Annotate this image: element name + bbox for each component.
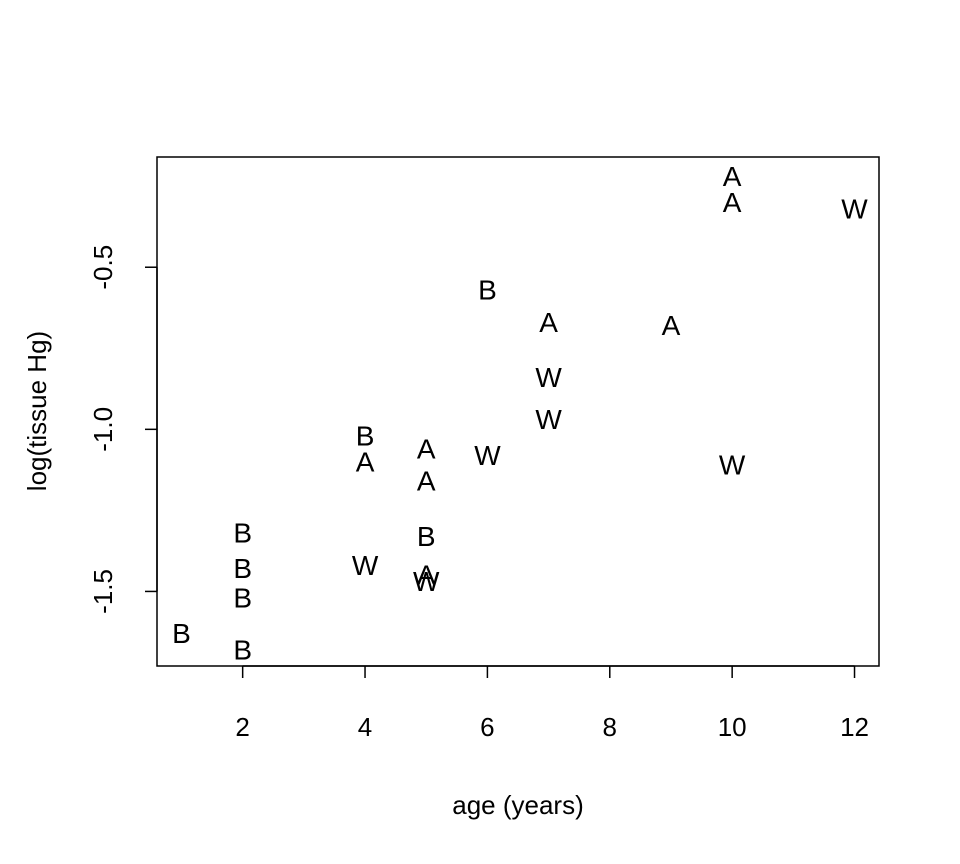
- y-tick-label: -0.5: [88, 245, 118, 290]
- data-point: W: [474, 440, 501, 471]
- data-point: A: [662, 310, 681, 341]
- x-tick-label: 4: [358, 712, 372, 742]
- data-point: A: [417, 560, 436, 591]
- data-point: B: [233, 553, 252, 584]
- data-point: A: [417, 433, 436, 464]
- data-point: A: [539, 307, 558, 338]
- x-tick-label: 2: [235, 712, 249, 742]
- x-tick-label: 12: [840, 712, 869, 742]
- data-point: B: [233, 634, 252, 665]
- data-point: W: [352, 550, 379, 581]
- y-axis: -1.5 -1.0 -0.5: [88, 245, 158, 614]
- data-point: B: [233, 582, 252, 613]
- data-point: W: [413, 566, 440, 597]
- x-axis: 2 4 6 8 10 12: [235, 665, 869, 742]
- data-point: B: [478, 274, 497, 305]
- data-point: W: [535, 362, 562, 393]
- data-point: W: [841, 193, 868, 224]
- data-point: W: [535, 404, 562, 435]
- data-point: B: [417, 521, 436, 552]
- data-point: B: [356, 420, 375, 451]
- y-tick-label: -1.0: [88, 407, 118, 452]
- x-axis-label: age (years): [452, 790, 584, 820]
- data-point: W: [719, 449, 746, 480]
- data-point: B: [233, 518, 252, 549]
- x-tick-label: 10: [718, 712, 747, 742]
- data-point: A: [417, 466, 436, 497]
- x-tick-label: 6: [480, 712, 494, 742]
- data-point: A: [723, 187, 742, 218]
- data-point: A: [356, 446, 375, 477]
- data-point: B: [172, 618, 191, 649]
- x-tick-label: 8: [603, 712, 617, 742]
- y-tick-label: -1.5: [88, 569, 118, 614]
- y-axis-label: log(tissue Hg): [22, 331, 52, 491]
- plot-frame: [156, 156, 880, 667]
- data-point: A: [723, 161, 742, 192]
